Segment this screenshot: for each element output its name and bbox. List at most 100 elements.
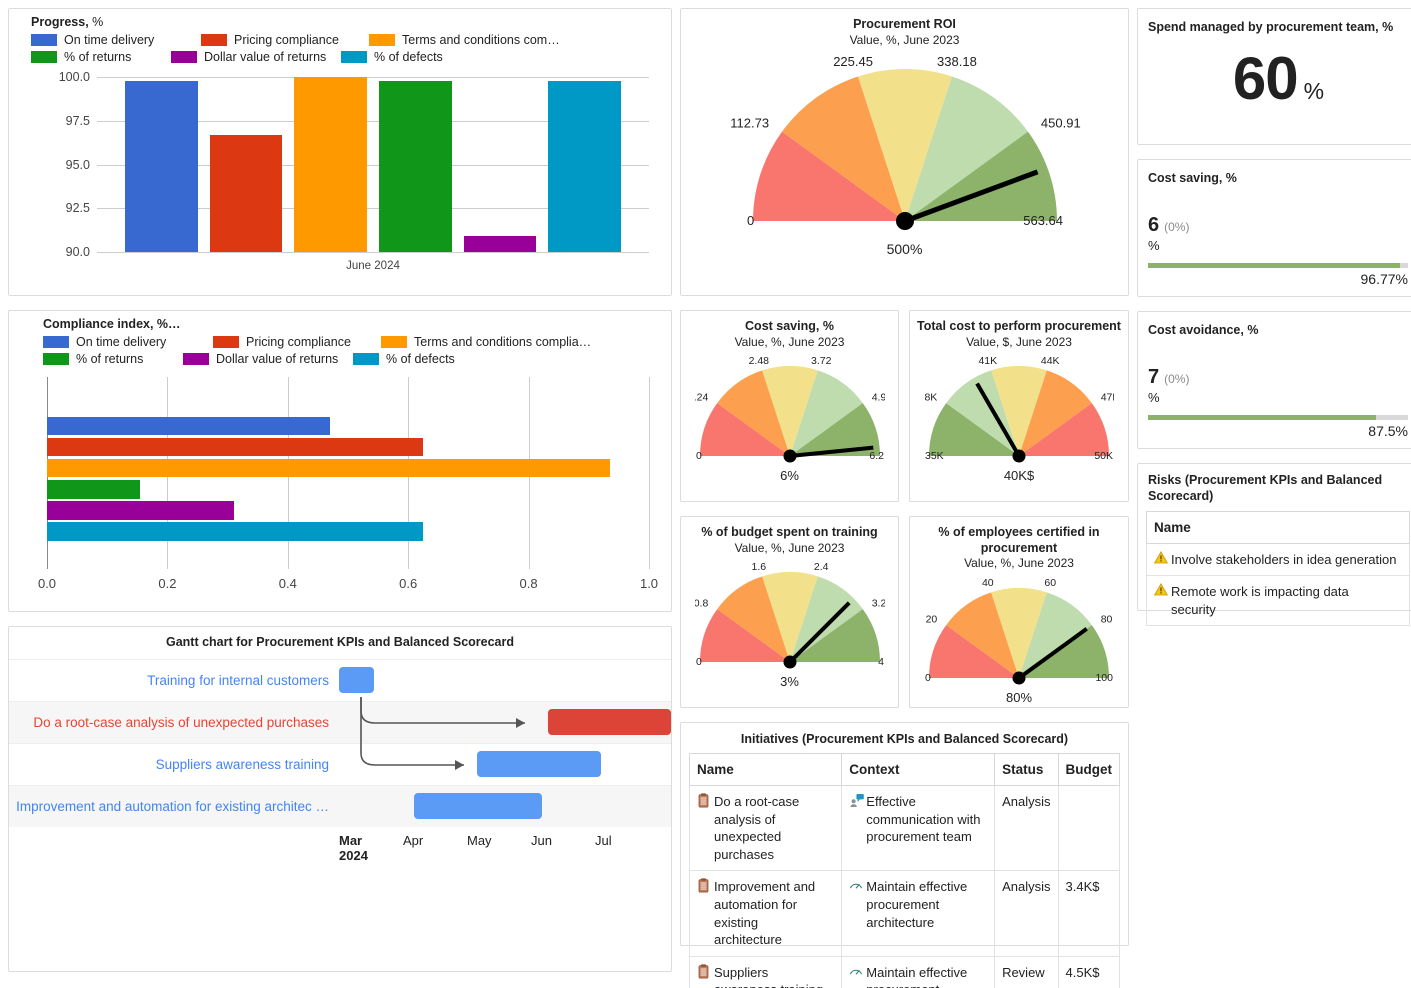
bar-slot [373,77,458,252]
gauge-tick-label: 47K [1101,392,1114,404]
gantt-axis-tick: May [467,833,492,848]
gauge-tick-label: 0.8 [695,598,708,610]
clipboard-icon [697,793,714,813]
legend-item-dollar-value-returns[interactable]: Dollar value of returns [183,350,353,367]
gauge-tick-label: 41K [978,355,997,367]
gantt-row[interactable]: Suppliers awareness training [9,742,671,785]
kpi-progress-label: 87.5% [1368,423,1408,440]
risks-table: Name Involve stakeholders in idea genera… [1146,510,1410,627]
x-tick-label: 0.2 [158,576,177,591]
gantt-row[interactable]: Do a root-case analysis of unexpected pu… [9,700,671,743]
risk-name-cell: Remote work is impacting data security [1146,575,1410,627]
bar[interactable] [548,80,622,252]
gantt-card: Gantt chart for Procurement KPIs and Bal… [8,626,672,972]
gantt-track [339,702,671,743]
gauge-title: % of budget spent on training [701,525,878,539]
gantt-bar[interactable] [339,667,374,694]
legend-swatch [31,50,57,63]
gauge-segment [716,576,790,663]
bar[interactable] [294,77,368,252]
gantt-task-label[interactable]: Do a root-case analysis of unexpected pu… [33,714,329,730]
legend-item-pricing-compliance[interactable]: Pricing compliance [201,31,369,48]
gantt-track [339,786,671,827]
gauge-needle [789,445,873,459]
bar[interactable] [47,522,424,541]
gantt-axis-tick: Jul [595,833,612,848]
kpi-delta: (0%) [1164,372,1190,387]
middle-column: Procurement ROI Value, %, June 2023 0 563… [680,8,1129,988]
gauge-tick-label: 44K [1041,355,1060,367]
gantt-task-label[interactable]: Suppliers awareness training [155,756,329,772]
kpi-unit: % [1148,390,1160,406]
column-header-status[interactable]: Status [994,753,1059,787]
x-axis-label: June 2024 [346,260,400,272]
legend-label: Pricing compliance [246,334,351,349]
legend-item-on-time-delivery[interactable]: On time delivery [31,31,201,48]
bar[interactable] [47,480,141,499]
table-row[interactable]: Do a root-case analysis of unexpected pu… [688,785,1120,872]
legend-item-percent-returns[interactable]: % of returns [31,48,171,65]
bar[interactable] [209,134,283,252]
legend-item-terms-conditions[interactable]: Terms and conditions com… [369,31,584,48]
bar[interactable] [47,459,610,478]
compliance-chart-card: Compliance index, %… On time delivery Pr… [8,310,672,612]
gauge-tick-label: 80 [1101,613,1113,625]
table-row[interactable]: Suppliers awareness training Maintain eff… [688,955,1120,988]
gauge-subtitle: Value, %, June 2023 [964,556,1074,571]
progress-chart-title-unit: % [92,15,104,29]
gauge-tick-label: 0 [747,213,754,228]
initiative-name-cell: Improvement and automation for existing … [688,870,843,957]
gauge-subtitle: Value, %, June 2023 [849,32,960,47]
gantt-task-label[interactable]: Training for internal customers [147,672,329,688]
bar[interactable] [47,501,234,520]
left-column: Progress, % On time delivery Pricing com… [8,8,672,972]
column-header-name[interactable]: Name [688,753,843,787]
progress-bar-chart: 100.0 97.5 95.0 92.5 90.0 June 2024 [9,69,671,284]
kpi-progress-fill [1148,415,1376,421]
y-tick-label: 90.0 [65,245,90,259]
kpi-title: Cost saving, % [1148,171,1237,185]
spend-managed-card: Spend managed by procurement team, % 60% [1137,8,1411,145]
gauge-tick-label: 20 [926,613,938,625]
gauge-value-label: 3% [780,674,799,690]
bar[interactable] [463,236,537,252]
gantt-row[interactable]: Training for internal customers [9,658,671,701]
table-row[interactable]: Remote work is impacting data security [1146,575,1410,627]
warning-icon [1153,583,1171,601]
gauge-svg: 0 100 20 40 60 80 [925,577,1113,685]
legend-item-percent-returns[interactable]: % of returns [43,350,183,367]
gantt-row[interactable]: Improvement and automation for existing … [9,784,671,827]
legend-swatch [341,50,367,63]
legend-item-pricing-compliance[interactable]: Pricing compliance [213,333,381,350]
bar[interactable] [378,80,452,252]
gantt-axis: Mar 2024 Apr May Jun Jul [9,827,671,879]
gantt-bar[interactable] [548,709,671,736]
table-row[interactable]: Involve stakeholders in idea generation [1146,542,1410,577]
gantt-bar[interactable] [476,751,602,778]
legend-item-terms-conditions[interactable]: Terms and conditions complia… [381,333,596,350]
gantt-bar[interactable] [413,793,542,820]
gauge-value-label: 500% [886,241,923,258]
column-header-budget[interactable]: Budget [1057,753,1120,787]
initiative-context-text: Maintain effective procurement architect… [866,964,968,988]
gantt-task-label[interactable]: Improvement and automation for existing … [16,798,329,814]
legend-label: % of returns [64,49,132,64]
initiative-context-text: Maintain effective procurement architect… [866,879,968,930]
bar[interactable] [47,416,330,436]
column-header-name[interactable]: Name [1146,510,1410,544]
legend-item-percent-defects[interactable]: % of defects [341,48,509,65]
gantt-axis-tick: Apr [403,833,423,848]
gauge-tick-label: 4 [878,656,884,668]
bar[interactable] [124,80,198,252]
bar-slot [204,77,289,252]
table-row[interactable]: Improvement and automation for existing … [688,870,1120,957]
legend-item-dollar-value-returns[interactable]: Dollar value of returns [171,48,341,65]
gauge-needle [975,382,1021,458]
legend-item-percent-defects[interactable]: % of defects [353,350,521,367]
bar[interactable] [47,437,424,457]
progress-chart-plot: 100.0 97.5 95.0 92.5 90.0 June 2024 [59,70,649,272]
cost-saving-gauge-card: Cost saving, % Value, %, June 2023 0 6.2 1… [680,310,899,502]
employees-certified-gauge: 0 100 20 40 60 80 [910,572,1128,692]
legend-item-on-time-delivery[interactable]: On time delivery [43,333,213,350]
column-header-context[interactable]: Context [841,753,996,787]
